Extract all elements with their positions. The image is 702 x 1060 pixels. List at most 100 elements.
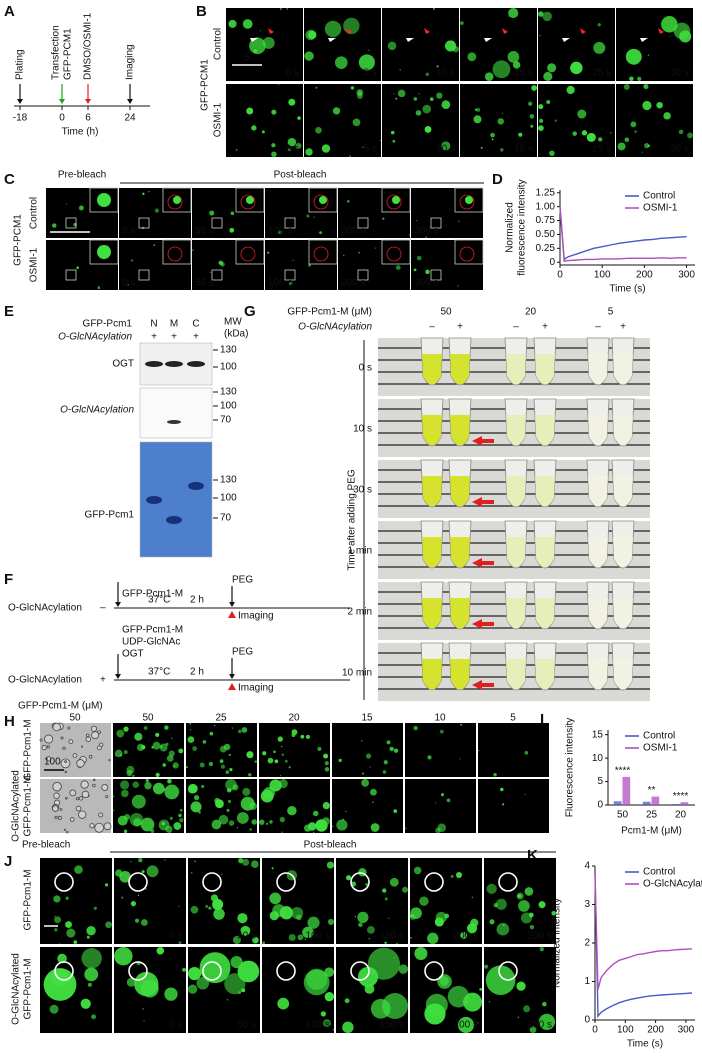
micrograph <box>113 723 184 777</box>
droplet <box>410 907 422 919</box>
droplet <box>113 809 115 812</box>
sign: – <box>595 322 601 333</box>
tube-liquid <box>588 537 608 568</box>
y-tick-label: 10 <box>592 753 604 764</box>
micrograph <box>478 779 549 833</box>
droplet <box>388 917 390 919</box>
micrograph <box>616 8 693 81</box>
droplet <box>277 997 290 1010</box>
droplet <box>164 725 169 730</box>
droplet <box>455 871 463 879</box>
droplet <box>389 746 394 752</box>
droplet <box>465 196 473 204</box>
droplet <box>572 131 577 136</box>
droplet <box>306 214 310 218</box>
droplet <box>126 765 135 774</box>
legend-label: OSMI-1 <box>643 203 678 214</box>
droplet <box>98 812 104 818</box>
conc-label: 50 <box>69 713 81 724</box>
droplet <box>313 216 315 218</box>
droplet <box>319 231 322 235</box>
bleach-roi <box>128 961 148 981</box>
droplet <box>327 918 334 925</box>
row-group-label: GFP-PCM1 <box>200 59 211 111</box>
droplet <box>117 815 128 826</box>
droplet <box>408 234 410 236</box>
y-tick-label: 3 <box>584 899 590 910</box>
droplet <box>226 999 229 1001</box>
droplet <box>205 904 209 908</box>
droplet <box>210 894 219 902</box>
panel-letter: F <box>4 571 13 588</box>
droplet <box>225 779 237 791</box>
droplet <box>271 151 277 157</box>
axis-label: Normalized <box>505 202 516 253</box>
bleach-roi <box>240 246 256 262</box>
inset <box>162 239 192 265</box>
droplet <box>507 15 510 17</box>
droplet <box>113 795 115 798</box>
droplet <box>386 740 391 745</box>
droplet <box>435 802 437 804</box>
header: Post-bleach <box>274 170 327 181</box>
time-label: 100 s <box>268 278 292 289</box>
droplet <box>148 190 150 193</box>
droplet <box>354 915 357 918</box>
droplet <box>471 896 473 898</box>
tick-label: 0 <box>59 113 65 124</box>
droplet <box>395 97 398 100</box>
imaging-marker <box>228 683 236 690</box>
bleach-roi <box>167 246 183 262</box>
bleach-roi <box>240 194 256 210</box>
droplet <box>297 934 304 941</box>
time-label: 200 s <box>454 931 478 942</box>
time-label: 250 s <box>528 1020 552 1031</box>
droplet <box>520 912 532 924</box>
row-label: OSMI-1 <box>29 247 40 282</box>
droplet <box>269 892 282 905</box>
sign: + <box>620 322 626 333</box>
axis-label: Pcm1-M (μM) <box>621 826 682 837</box>
droplet <box>93 778 96 782</box>
y-tick-label: 0.50 <box>536 229 556 240</box>
bleach-roi <box>202 961 222 981</box>
droplet <box>460 931 468 939</box>
droplet <box>551 910 556 916</box>
droplet <box>446 798 451 803</box>
droplet <box>624 137 630 143</box>
droplet <box>637 76 642 81</box>
lane-label: N <box>150 319 157 330</box>
droplet <box>321 144 331 153</box>
band <box>166 516 182 524</box>
droplet <box>251 860 259 869</box>
droplet <box>198 811 201 814</box>
droplet <box>182 967 186 972</box>
panel-letter: E <box>4 303 14 320</box>
droplet <box>451 41 455 44</box>
droplet <box>164 784 180 800</box>
inset <box>89 187 119 213</box>
conc-label: 50 <box>440 307 452 318</box>
arrow-head <box>115 602 121 607</box>
row-group-label: GFP-PCM1 <box>13 214 24 266</box>
droplet <box>229 767 233 772</box>
droplet <box>76 266 80 270</box>
droplet <box>156 947 165 955</box>
droplet <box>392 139 396 143</box>
time-label: 200 s <box>341 278 365 289</box>
time-label: 250 s <box>528 931 552 942</box>
droplet <box>457 1016 475 1033</box>
arrow-head <box>85 99 91 104</box>
droplet <box>518 132 523 137</box>
droplet <box>281 753 284 756</box>
droplet <box>265 822 269 825</box>
bleach-roi <box>350 872 370 892</box>
droplet <box>570 61 583 75</box>
bleach-roi <box>276 961 296 981</box>
droplet <box>54 915 56 918</box>
droplet <box>69 817 75 822</box>
droplet <box>358 251 361 254</box>
row-label: GFP-Pcm1-M <box>23 775 34 836</box>
event-label: DMSO/OSMI-1 <box>83 12 94 80</box>
tube-liquid <box>422 415 442 446</box>
